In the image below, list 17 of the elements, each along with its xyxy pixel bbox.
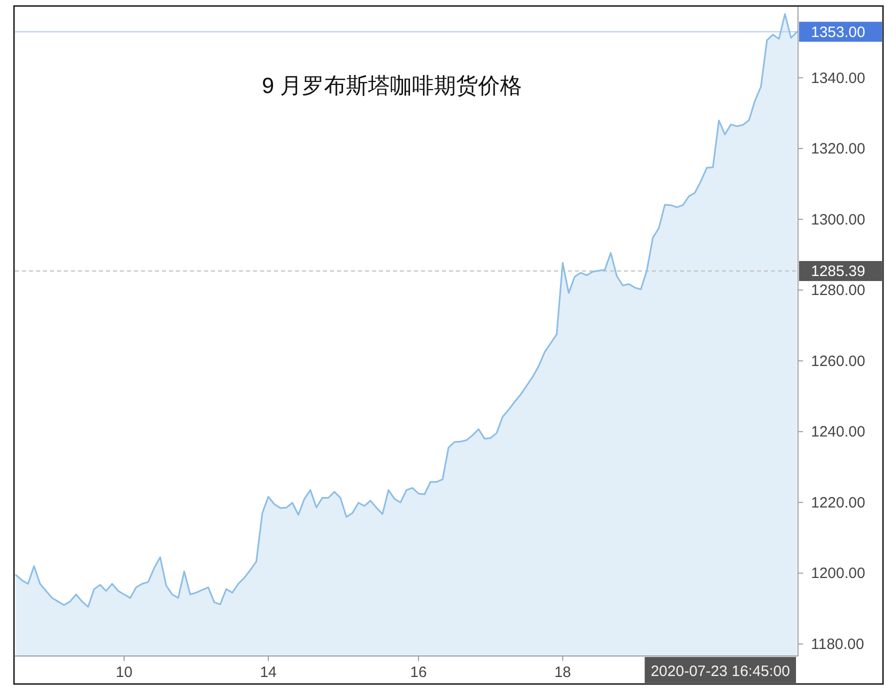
text: 9 月罗布斯塔咖啡期货价格 — [262, 73, 522, 98]
annotation: 2020-07-23 16:45:00 — [644, 657, 796, 683]
x-tick-label: 18 — [554, 664, 572, 681]
x-tick-label: 14 — [260, 664, 277, 681]
y-tick-label: 1220.00 — [811, 494, 866, 512]
ref-line-label: 1353.00 — [811, 24, 866, 41]
y-tick-label: 1180.00 — [811, 636, 864, 653]
x-tick-label: 10 — [116, 664, 132, 681]
ref-line-label: 1285.39 — [811, 263, 866, 280]
y-tick-label: 1320.00 — [811, 140, 866, 158]
y-tick-label: 1280.00 — [811, 282, 866, 300]
y-tick-label: 1240.00 — [811, 424, 866, 441]
y-tick-label: 1260.00 — [811, 352, 866, 370]
y-tick-label: 1300.00 — [811, 211, 866, 228]
y-tick-label: 1200.00 — [811, 565, 866, 582]
x-tick-label: 16 — [410, 664, 427, 681]
y-tick-label: 1340.00 — [811, 70, 866, 87]
